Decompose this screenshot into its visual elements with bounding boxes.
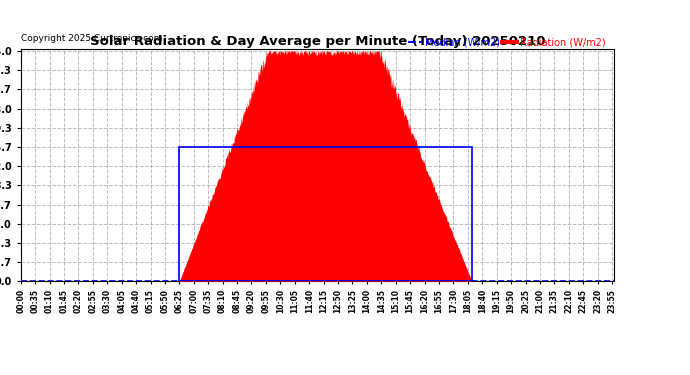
Text: Copyright 2025 Curtronics.com: Copyright 2025 Curtronics.com (21, 34, 162, 43)
Legend: Median (W/m2), Radiation (W/m2): Median (W/m2), Radiation (W/m2) (404, 34, 609, 52)
Bar (179, 147, 472, 281)
Title: Solar Radiation & Day Average per Minute (Today) 20250210: Solar Radiation & Day Average per Minute… (90, 34, 545, 48)
